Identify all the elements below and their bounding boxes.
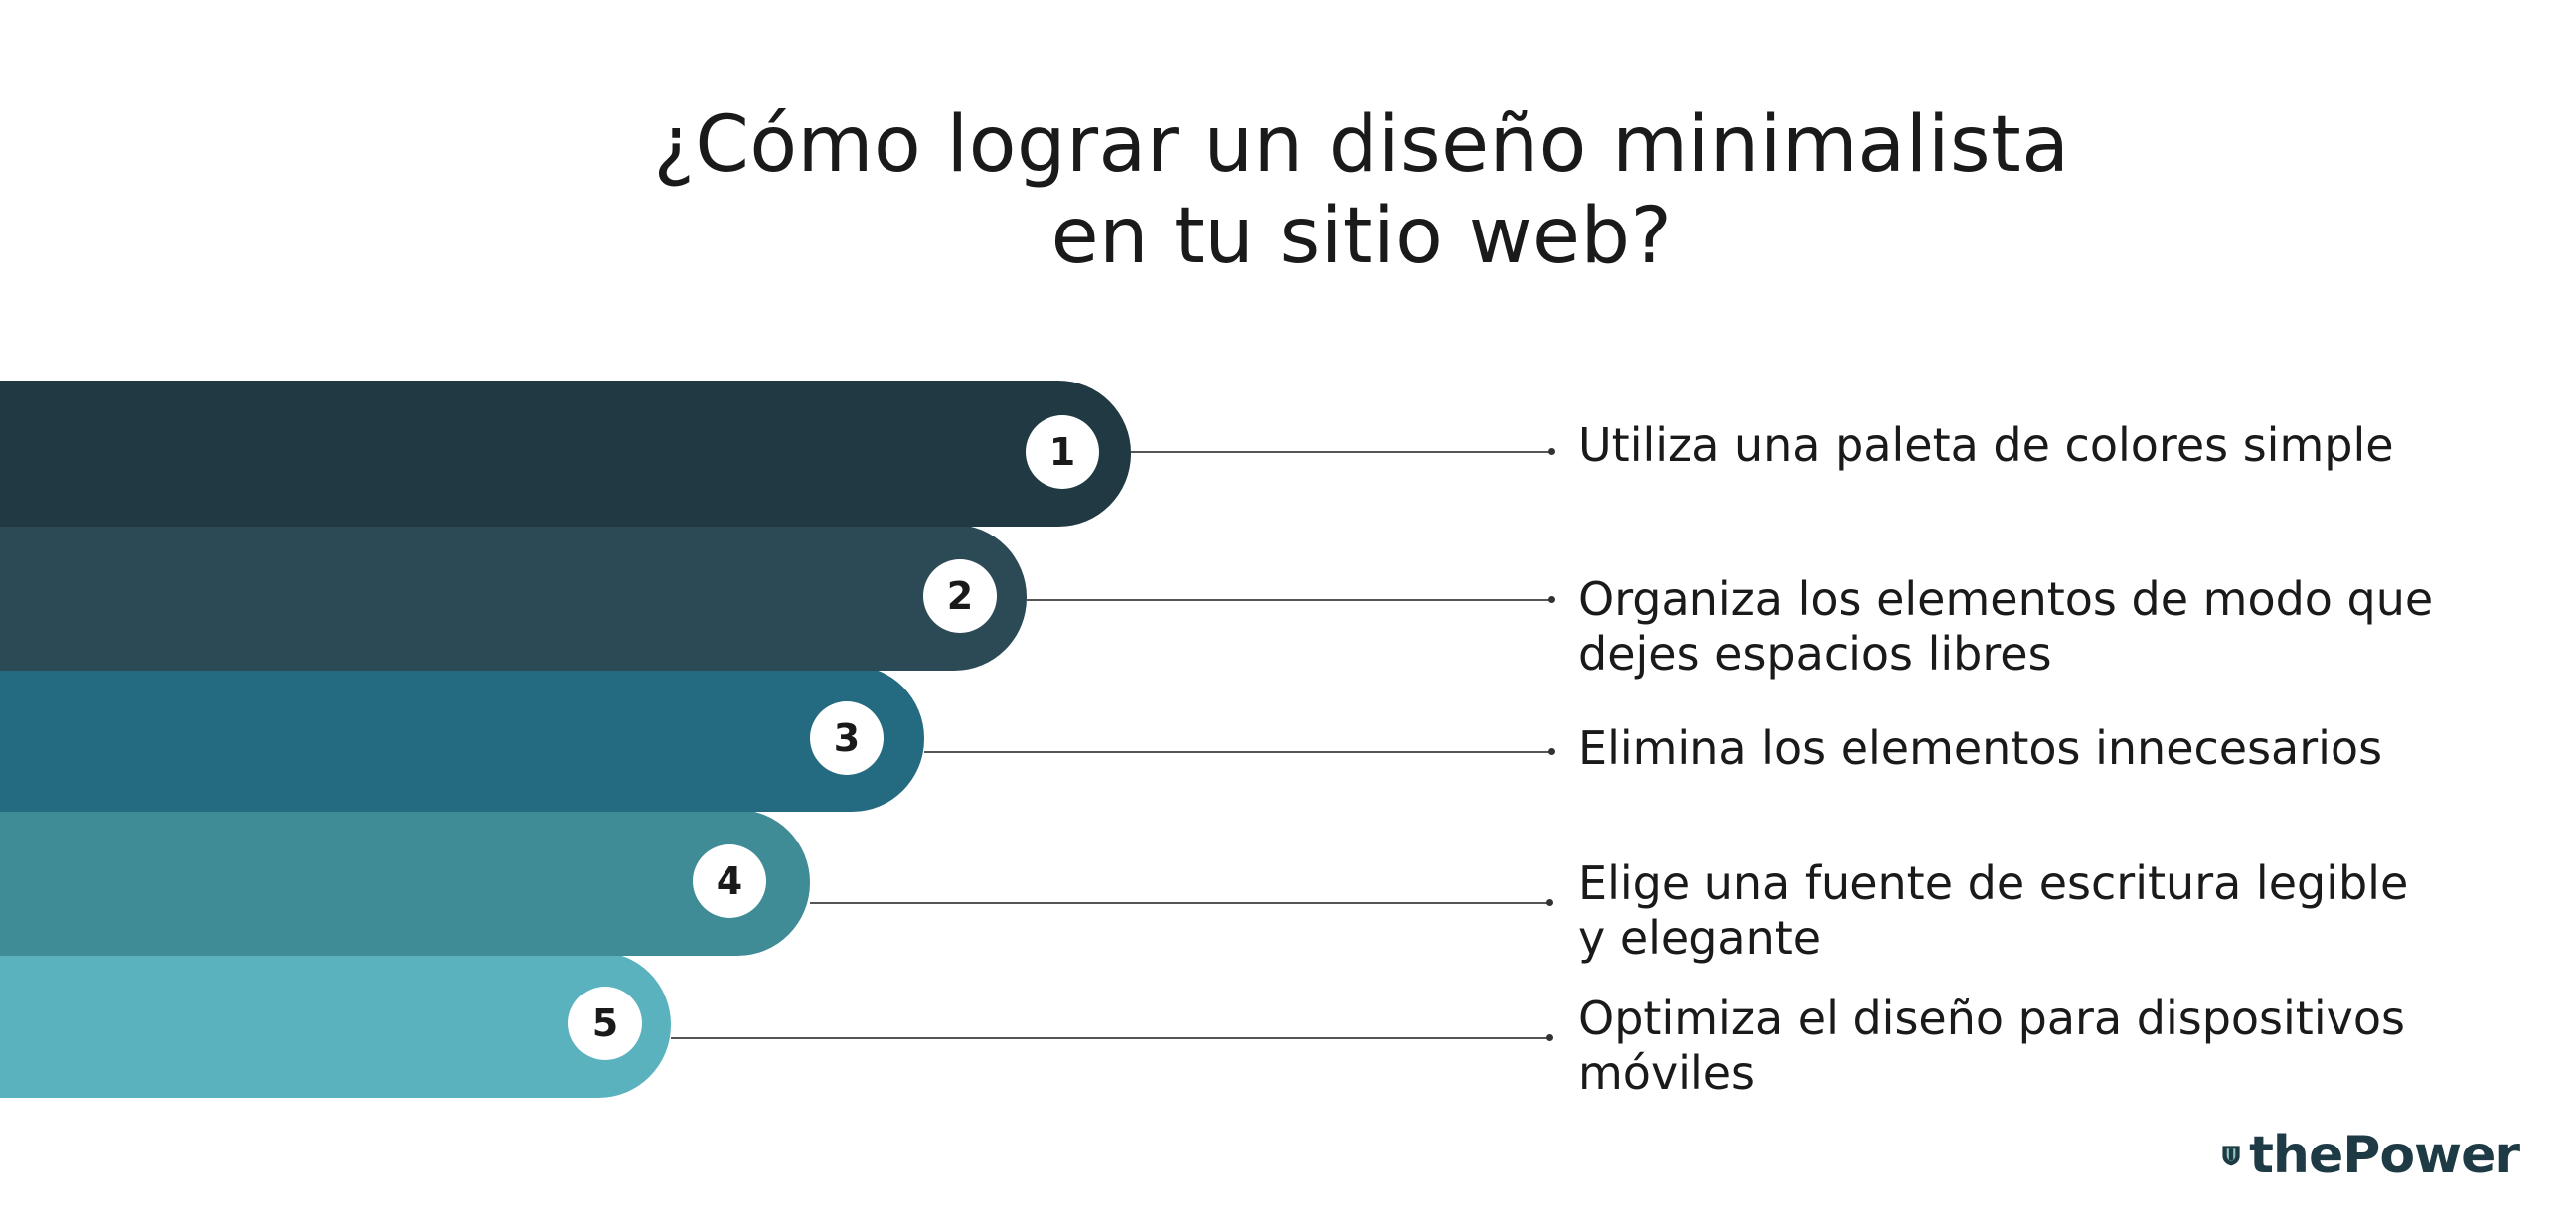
title-line-2: en tu sitio web? [1050, 192, 1673, 281]
step-bar-1 [0, 381, 1131, 527]
step-bar-4 [0, 810, 810, 956]
step-number-1: 1 [1026, 415, 1099, 489]
step-connector-4 [810, 899, 1553, 906]
step-connector-1 [1131, 448, 1555, 455]
step-bar-2 [0, 525, 1027, 671]
step-bar-5 [0, 952, 671, 1098]
shield-logo-icon [2222, 1146, 2240, 1166]
step-bar-3 [0, 666, 924, 812]
step-text-4: Elige una fuente de escritura legible y … [1578, 856, 2409, 965]
step-connector-3 [924, 748, 1555, 755]
step-connector-2 [1027, 596, 1555, 603]
step-text-2: Organiza los elementos de modo que dejes… [1578, 572, 2434, 681]
brand-logo-text: thePower [2249, 1126, 2520, 1185]
brand-logo: thePower [2221, 1121, 2520, 1190]
step-text-5: Optimiza el diseño para dispositivos móv… [1578, 992, 2405, 1100]
step-number-4: 4 [693, 844, 766, 918]
step-text-3: Elimina los elementos innecesarios [1578, 721, 2383, 775]
title-line-1: ¿Cómo lograr un diseño minimalista [653, 100, 2070, 190]
step-text-1: Utiliza una paleta de colores simple [1578, 418, 2394, 472]
step-number-2: 2 [923, 559, 997, 633]
step-number-5: 5 [568, 987, 642, 1060]
page-title: ¿Cómo lograr un diseño minimalista en tu… [0, 99, 2576, 282]
step-number-3: 3 [810, 701, 884, 775]
step-connector-5 [671, 1034, 1553, 1041]
